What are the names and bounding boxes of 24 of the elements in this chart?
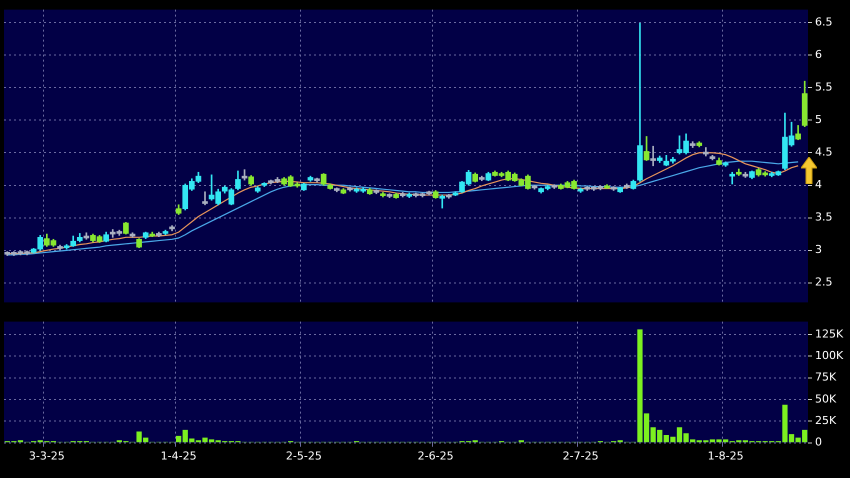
y-tick-label: 5.5 bbox=[815, 80, 832, 94]
y-tick-label: 3 bbox=[815, 243, 822, 256]
y-tick-label: 4.5 bbox=[815, 146, 832, 159]
x-tick-label: 1-8-25 bbox=[708, 449, 744, 462]
y-tick-label: 5 bbox=[815, 113, 822, 126]
y-tick-label: 2.5 bbox=[815, 276, 832, 289]
x-tick-label: 2-7-25 bbox=[562, 449, 599, 462]
x-tick-label: 2-5-25 bbox=[286, 449, 322, 462]
y-tick-label: 6.5 bbox=[815, 15, 832, 28]
x-tick-label: 2-6-25 bbox=[418, 449, 454, 462]
y-tick-label: 0 bbox=[815, 436, 822, 449]
y-tick-label: 75K bbox=[815, 370, 837, 384]
y-tick-label: 3.5 bbox=[815, 210, 832, 224]
candlestick bbox=[202, 191, 208, 206]
y-tick-label: 100K bbox=[815, 349, 844, 362]
y-tick-label: 4 bbox=[815, 178, 822, 192]
candlestick bbox=[637, 22, 643, 182]
y-tick-label: 25K bbox=[815, 414, 837, 428]
y-tick-label: 6 bbox=[815, 48, 822, 62]
x-tick-label: 3-3-25 bbox=[28, 449, 65, 462]
x-tick-label: 1-4-25 bbox=[160, 449, 197, 462]
y-tick-label: 125K bbox=[815, 327, 844, 340]
y-tick-label: 50K bbox=[815, 392, 837, 406]
candlestick bbox=[242, 169, 248, 180]
